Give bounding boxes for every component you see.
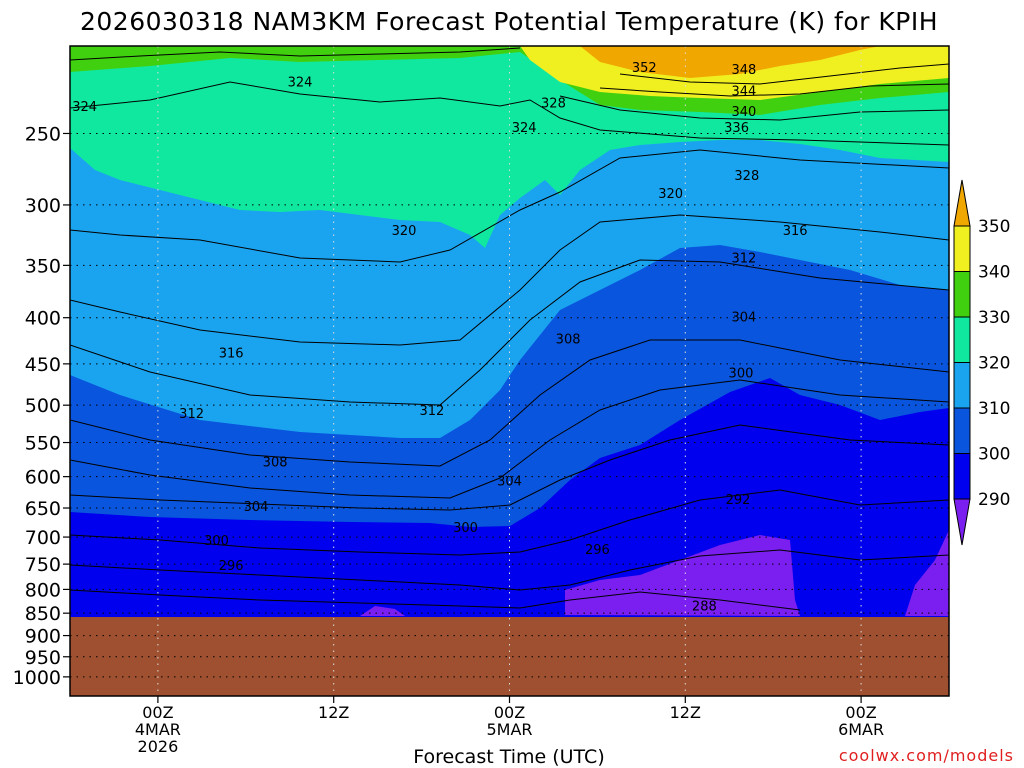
band-above-350	[580, 46, 880, 78]
colorbar-label-350: 350	[978, 217, 1010, 237]
band-below-290-small	[360, 606, 405, 616]
y-tick-label-250: 250	[25, 123, 61, 145]
y-tick-label-900: 900	[25, 626, 61, 648]
contour-label-15: 312	[179, 407, 204, 422]
contour-label-6: 328	[734, 169, 759, 184]
colorbar-arrow-bottom	[953, 498, 971, 546]
contour-label-19: 304	[731, 311, 756, 326]
contour-label-10: 320	[658, 187, 683, 202]
contour-label-12: 316	[783, 224, 808, 239]
colorbar-segment-4	[953, 316, 971, 363]
colorbar-segment-1	[953, 453, 971, 500]
contour-label-16: 312	[419, 404, 444, 419]
colorbar: 290 300 310 320 330 340 350	[953, 179, 1010, 546]
colorbar-segment-2	[953, 407, 971, 454]
y-axis: 2503003504004505005506006507007508008509…	[13, 123, 70, 689]
y-tick-label-450: 450	[25, 354, 61, 376]
contour-label-20: 304	[497, 475, 522, 490]
x-axis-label: Forecast Time (UTC)	[413, 746, 604, 768]
y-tick-label-400: 400	[25, 308, 61, 330]
y-tick-label-1000: 1000	[13, 667, 61, 689]
colorbar-segment-5	[953, 271, 971, 318]
y-tick-label-300: 300	[25, 195, 61, 217]
isentrope-lines	[70, 47, 949, 611]
y-tick-label-500: 500	[25, 395, 61, 417]
band-below-290-right	[905, 530, 949, 616]
plot-area	[70, 46, 949, 696]
x-tick-label-24-0: 00Z	[494, 703, 525, 722]
contour-label-8: 324	[72, 100, 97, 115]
chart-title: 2026030318 NAM3KM Forecast Potential Tem…	[80, 7, 938, 36]
x-tick-label-48-0: 00Z	[845, 703, 876, 722]
contour-label-3: 340	[731, 105, 756, 120]
contour-label-22: 300	[729, 366, 754, 381]
contour-label-24: 300	[453, 521, 478, 536]
contour-label-7: 324	[288, 76, 313, 91]
contour-label-4: 336	[724, 121, 749, 136]
x-tick-label-36-0: 12Z	[670, 703, 701, 722]
contour-label-27: 292	[726, 493, 751, 508]
grid	[70, 46, 949, 696]
x-tick-label-0-2: 2026	[138, 737, 179, 756]
contour-label-13: 316	[219, 346, 244, 361]
contour-label-26: 296	[219, 559, 244, 574]
x-tick-label-48-1: 6MAR	[838, 720, 884, 739]
contour-label-17: 308	[556, 333, 581, 348]
y-tick-label-550: 550	[25, 433, 61, 455]
y-tick-label-600: 600	[25, 467, 61, 489]
contour-label-25: 296	[585, 543, 610, 558]
contour-label-21: 304	[244, 500, 269, 515]
y-tick-label-700: 700	[25, 527, 61, 549]
colorbar-label-340: 340	[978, 263, 1010, 283]
y-tick-label-650: 650	[25, 498, 61, 520]
y-tick-label-950: 950	[25, 647, 61, 669]
contour-label-14: 312	[731, 251, 756, 266]
y-tick-label-350: 350	[25, 255, 61, 277]
y-tick-label-800: 800	[25, 579, 61, 601]
x-tick-label-0-0: 00Z	[142, 703, 173, 722]
contour-label-23: 300	[204, 534, 229, 549]
band-below-290	[565, 535, 800, 616]
band-290-300	[70, 378, 949, 696]
contour-label-1: 348	[731, 63, 756, 78]
contour-label-0: 352	[632, 61, 657, 76]
contour-label-2: 344	[731, 84, 756, 99]
colorbar-label-320: 320	[978, 354, 1010, 374]
credit-text: coolwx.com/models	[839, 746, 1014, 765]
colorbar-label-310: 310	[978, 399, 1010, 419]
colorbar-arrow-top	[953, 179, 971, 227]
colorbar-segment-6	[953, 225, 971, 272]
x-tick-label-24-1: 5MAR	[486, 720, 532, 739]
colorbar-label-330: 330	[978, 308, 1010, 328]
contour-label-5: 328	[541, 96, 566, 111]
y-tick-label-750: 750	[25, 554, 61, 576]
x-tick-label-12-0: 12Z	[318, 703, 349, 722]
ground	[70, 617, 949, 696]
x-tick-label-0-1: 4MAR	[135, 720, 181, 739]
colorbar-label-290: 290	[978, 490, 1010, 510]
contour-label-9: 324	[512, 121, 537, 136]
contour-label-28: 288	[692, 599, 717, 614]
contour-label-18: 308	[263, 455, 288, 470]
contour-label-11: 320	[392, 224, 417, 239]
colorbar-label-300: 300	[978, 445, 1010, 465]
y-tick-label-850: 850	[25, 603, 61, 625]
colorbar-segment-3	[953, 362, 971, 409]
